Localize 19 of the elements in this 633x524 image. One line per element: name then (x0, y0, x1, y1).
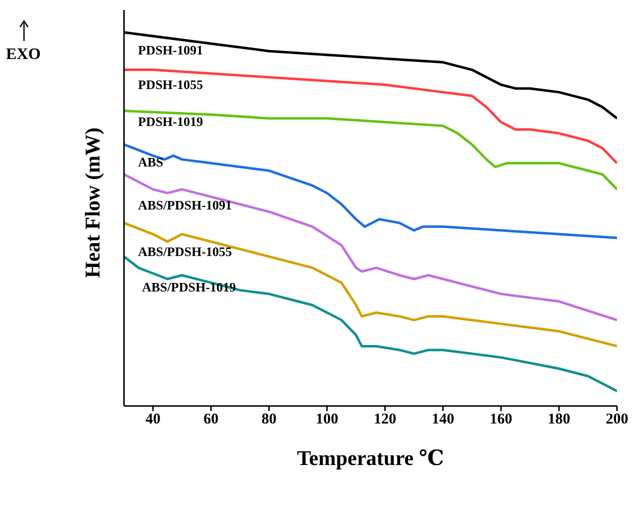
x-tick-label: 160 (490, 412, 512, 428)
text: EXO (6, 46, 41, 64)
x-tick-label: 180 (548, 412, 570, 428)
x-axis-title: Temperature ℃ (296, 446, 444, 470)
x-tick-label: 140 (432, 412, 454, 428)
series-label: PDSH-1055 (138, 76, 204, 92)
series-label: PDSH-1091 (138, 42, 203, 58)
x-tick-label: 120 (374, 412, 396, 428)
y-axis-title: Heat Flow (mW) (80, 128, 104, 278)
x-tick-label: 60 (204, 412, 218, 428)
x-tick-label: 40 (146, 412, 160, 428)
x-tick-label: 100 (316, 412, 338, 428)
series-label: PDSH-1019 (138, 114, 204, 129)
x-tick-label: 80 (262, 412, 276, 428)
x-tick-label: 200 (606, 412, 628, 428)
series-label: ABS/PDSH-1019 (142, 280, 236, 295)
series-label: ABS/PDSH-1091 (138, 197, 232, 212)
series-label: ABS/PDSH-1055 (138, 244, 232, 259)
series-label: ABS (138, 154, 164, 170)
